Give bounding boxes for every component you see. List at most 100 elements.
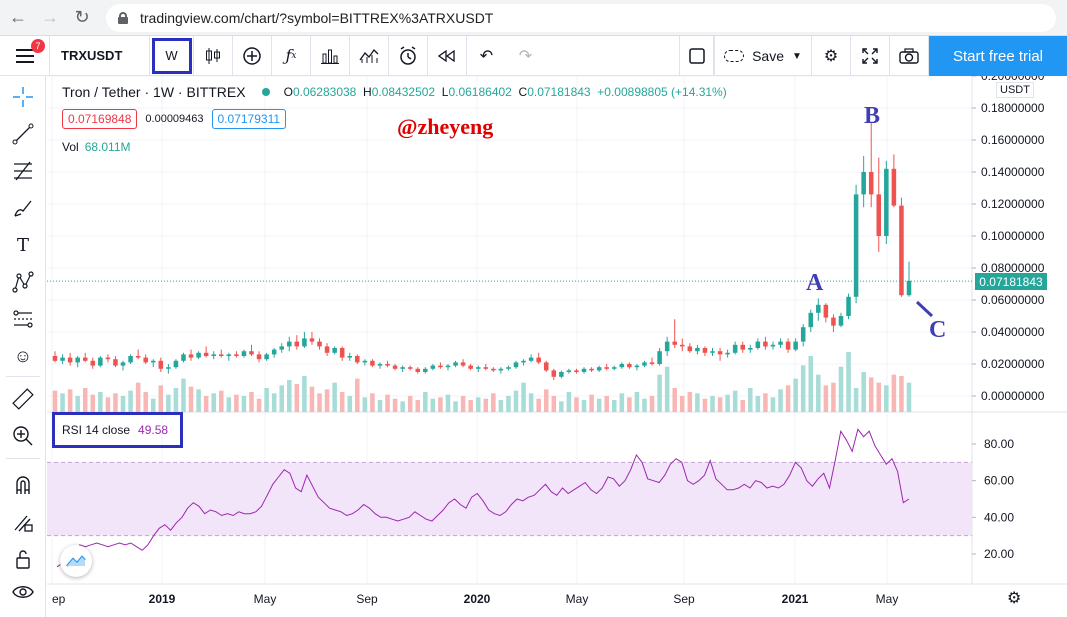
- crosshair-icon[interactable]: [10, 84, 36, 110]
- volume-bar: [120, 396, 126, 412]
- text-icon[interactable]: T: [16, 234, 29, 256]
- candle-body: [680, 344, 685, 347]
- candle-body: [778, 341, 783, 345]
- chart-area[interactable]: 0.20000000 0.18000000 0.16000000 0.14000000…: [47, 76, 1067, 617]
- candle-body: [271, 349, 277, 355]
- magnet-icon[interactable]: [10, 472, 36, 498]
- volume-bar: [468, 400, 473, 412]
- volume-bar: [332, 382, 337, 412]
- volume-bar: [717, 397, 723, 412]
- fullscreen-icon[interactable]: [851, 36, 890, 76]
- volume-bar: [415, 400, 421, 412]
- candle-body: [385, 364, 390, 366]
- buy-price-button[interactable]: 0.07179311: [211, 109, 287, 129]
- menu-button[interactable]: 7: [0, 35, 50, 76]
- reload-icon[interactable]: ↻: [74, 7, 90, 27]
- volume-bar: [60, 393, 65, 412]
- annotation-b: B: [864, 103, 881, 129]
- save-button[interactable]: Save ▼: [714, 36, 812, 76]
- candle-body: [423, 368, 428, 372]
- spread-value: 0.00009463: [145, 113, 204, 125]
- candle-body: [687, 346, 693, 352]
- replay-icon[interactable]: [428, 35, 467, 76]
- price-tick-label: 0.20000000: [981, 76, 1045, 83]
- zoom-in-icon[interactable]: [10, 423, 36, 449]
- candle-body: [521, 360, 526, 363]
- pattern-icon[interactable]: [10, 269, 36, 295]
- candle-body: [808, 312, 814, 328]
- volume-bar: [566, 392, 572, 412]
- redo-icon[interactable]: ↷: [518, 47, 533, 65]
- volume-bar: [226, 397, 232, 412]
- volume-label: Vol: [62, 140, 79, 154]
- volume-bar: [513, 390, 519, 412]
- rsi-band: [47, 462, 972, 536]
- volume-bar: [90, 394, 96, 412]
- candle-body: [672, 341, 677, 345]
- candle-body: [732, 344, 738, 353]
- fib-icon[interactable]: [10, 158, 36, 184]
- lock-icon[interactable]: [10, 546, 36, 572]
- undo-icon[interactable]: ↶: [479, 47, 494, 65]
- candle-body: [793, 341, 798, 350]
- volume-bar: [105, 397, 111, 412]
- candle-body: [400, 367, 405, 369]
- compare-icon[interactable]: [233, 35, 272, 76]
- volume-bar: [181, 378, 186, 412]
- volume-bar: [672, 388, 677, 412]
- volume-bar: [158, 385, 164, 412]
- volume-bar: [279, 385, 284, 412]
- volume-bar: [392, 398, 398, 412]
- ruler-icon[interactable]: [10, 386, 36, 412]
- forward-icon[interactable]: →: [41, 7, 59, 27]
- candle-body: [596, 367, 602, 371]
- lock-drawings-pencil-icon[interactable]: [10, 509, 36, 535]
- tradingview-logo-icon[interactable]: [60, 545, 92, 577]
- volume-bar: [838, 366, 844, 412]
- price-tick-label: 0.14000000: [981, 165, 1045, 179]
- price-tick-label: 0.10000000: [981, 229, 1045, 243]
- volume-bar: [574, 397, 579, 412]
- candle-body: [226, 354, 232, 356]
- brush-icon[interactable]: [10, 195, 36, 221]
- candle-body: [60, 357, 65, 361]
- rsi-line: [56, 428, 910, 568]
- chart-canvas[interactable]: 0.20000000 0.18000000 0.16000000 0.14000000…: [47, 76, 1067, 617]
- emoji-icon[interactable]: ☺: [13, 345, 33, 366]
- start-free-trial-button[interactable]: Start free trial: [929, 36, 1067, 76]
- interval-button[interactable]: W: [150, 35, 194, 76]
- candle-body: [536, 357, 541, 363]
- templates-icon[interactable]: [350, 35, 389, 76]
- series-legend: Tron / Tether · 1W · BITTREX O0.06283038…: [62, 84, 727, 100]
- volume-bar: [143, 392, 148, 412]
- trend-line-icon[interactable]: [10, 121, 36, 147]
- prediction-icon[interactable]: [10, 306, 36, 332]
- alert-icon[interactable]: [389, 35, 428, 76]
- candles-icon[interactable]: [194, 35, 233, 76]
- candle-body: [82, 357, 88, 361]
- volume-bar: [596, 398, 602, 412]
- sell-price-button[interactable]: 0.07169848: [62, 109, 138, 129]
- eye-icon[interactable]: [10, 579, 36, 605]
- candle-body: [800, 327, 806, 342]
- currency-label[interactable]: USDT: [996, 82, 1034, 98]
- symbol-search-button[interactable]: TRXUSDT: [50, 35, 150, 76]
- time-tick-label: May: [254, 592, 277, 606]
- volume-bar: [816, 374, 821, 412]
- financials-icon[interactable]: [311, 35, 350, 76]
- volume-bar: [748, 388, 753, 412]
- settings-gear-icon[interactable]: ⚙: [812, 36, 851, 76]
- volume-bar: [725, 394, 730, 412]
- address-bar[interactable]: tradingview.com/chart/?symbol=BITTREX%3A…: [106, 3, 1056, 32]
- chart-settings-gear-icon[interactable]: ⚙: [1007, 590, 1022, 607]
- layout-icon[interactable]: [679, 36, 714, 76]
- camera-icon[interactable]: [890, 36, 929, 76]
- candle-body: [309, 338, 315, 342]
- volume-bar: [861, 372, 866, 412]
- volume-bar: [687, 392, 693, 412]
- back-icon[interactable]: ←: [9, 7, 27, 27]
- candle-body: [128, 356, 133, 363]
- candle-body: [203, 352, 209, 356]
- volume-bar: [166, 394, 171, 412]
